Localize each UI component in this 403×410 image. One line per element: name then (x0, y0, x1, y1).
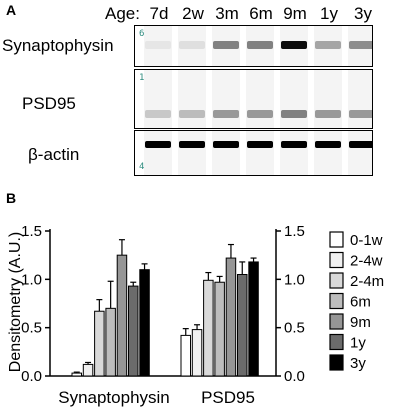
age-1y: 1y (320, 4, 338, 23)
blot-band (349, 141, 372, 148)
blot-lane (314, 70, 342, 128)
x-category-synaptophysin: Synaptophysin (58, 388, 170, 407)
blot-band (213, 41, 239, 49)
blot-lane (280, 70, 308, 128)
y-tick-label-left: 1.0 (21, 271, 42, 288)
blot-band (281, 141, 307, 148)
blot-lane (178, 70, 206, 128)
legend-label: 6m (350, 294, 371, 311)
blot-band (247, 41, 273, 49)
legend-label: 1y (350, 335, 366, 352)
legend-label: 2-4w (350, 253, 383, 270)
row-label-beta-actin: β-actin (28, 145, 80, 164)
blot-band (179, 41, 205, 49)
y-axis-title: Densitometry (A.U.) (7, 232, 24, 372)
blot-band (179, 110, 205, 118)
legend-label: 9m (350, 314, 371, 331)
bar (116, 254, 128, 377)
y-tick-label-right: 1.0 (284, 271, 305, 288)
y-tick-label-left: 0.5 (21, 320, 42, 337)
blot-band (179, 141, 205, 148)
y-tick-label-right: 0.0 (284, 368, 305, 385)
blot-band (349, 41, 372, 49)
bar (203, 279, 214, 377)
bar (237, 274, 248, 377)
legend-swatch (329, 292, 344, 310)
blot-band (247, 110, 273, 118)
blot-band (247, 141, 273, 148)
blot-band (145, 110, 171, 118)
legend-label: 0-1w (350, 232, 383, 249)
legend-swatch (329, 251, 344, 269)
bar (214, 281, 225, 377)
blot-band (213, 141, 239, 148)
y-tick-label-left: 0.0 (21, 368, 42, 385)
blot-lane (212, 70, 240, 128)
legend-swatch (329, 272, 344, 289)
blot-lane (280, 131, 308, 175)
age-3m: 3m (215, 4, 239, 23)
row-label-synaptophysin: Synaptophysin (2, 36, 114, 55)
blot-lane (212, 131, 240, 175)
legend-swatch (329, 354, 344, 371)
blot-synaptophysin: 66 (134, 25, 373, 67)
bar (248, 261, 259, 377)
bar (94, 310, 105, 377)
blot-band (315, 141, 341, 148)
blot-lane (178, 131, 206, 175)
blot-lane (144, 131, 172, 175)
row-label-psd95: PSD95 (22, 94, 76, 113)
blot-band (281, 110, 307, 118)
bar (225, 257, 237, 377)
blot-lane (314, 131, 342, 175)
y-tick-label-left: 1.5 (21, 223, 42, 240)
panel-a-letter: A (6, 2, 17, 18)
legend-swatch (329, 231, 344, 248)
blot-lane (144, 70, 172, 128)
blot-lane (246, 131, 274, 175)
blot-band (145, 141, 171, 148)
legend-label: 3y (350, 355, 366, 372)
blot-band (281, 41, 307, 49)
bar (82, 363, 94, 377)
bar (105, 307, 116, 377)
age-header: Age: 7d 2w 3m 6m 9m 1y 3y (0, 0, 403, 26)
bar (71, 372, 82, 377)
bar (128, 285, 139, 377)
blot-lane (348, 70, 372, 128)
blot-band (145, 41, 171, 49)
bar (180, 334, 191, 377)
age-3y: 3y (354, 4, 372, 23)
blot-band (349, 110, 372, 118)
y-tick-label-right: 1.5 (284, 223, 305, 240)
blot-beta-actin: 40 (134, 130, 373, 176)
legend-swatch (329, 333, 344, 351)
age-9m: 9m (283, 4, 307, 23)
blot-lane (246, 70, 274, 128)
y-tick-label-right: 0.5 (284, 320, 305, 337)
bar (139, 269, 150, 377)
bar (191, 329, 203, 377)
age-6m: 6m (249, 4, 273, 23)
age-2w: 2w (182, 4, 204, 23)
blot-band (213, 110, 239, 118)
blot-lane (348, 131, 372, 175)
x-category-psd95: PSD95 (201, 388, 255, 407)
panel-b-letter: B (6, 190, 17, 206)
blot-band (315, 110, 341, 118)
legend-swatch (329, 313, 344, 330)
blot-psd95: 116 (134, 69, 373, 129)
age-label: Age: (105, 4, 140, 23)
legend-label: 2-4m (350, 273, 384, 290)
age-7d: 7d (149, 4, 169, 23)
blot-band (315, 41, 341, 49)
